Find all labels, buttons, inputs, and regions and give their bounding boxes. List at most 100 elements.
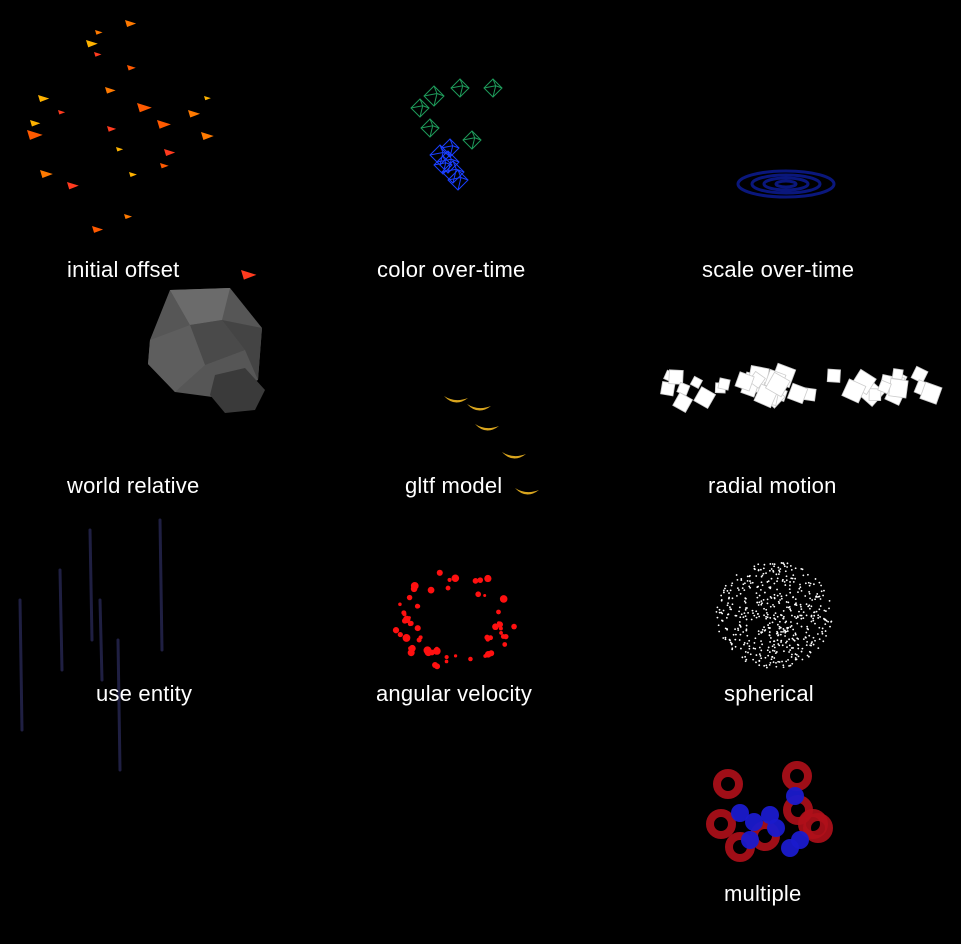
point-particle (727, 602, 729, 605)
point-particle (737, 589, 740, 591)
triangle-particle (38, 95, 50, 103)
cube-particle (841, 378, 867, 404)
dot-particle (502, 642, 508, 647)
point-particle (727, 597, 730, 600)
point-particle (789, 565, 792, 567)
dot-particle (392, 627, 400, 634)
point-particle (807, 581, 810, 584)
dot-particle (407, 616, 411, 620)
point-particle (802, 574, 805, 577)
point-particle (786, 566, 788, 568)
octahedron-particle (441, 160, 465, 184)
point-particle (788, 644, 791, 647)
point-particle (758, 664, 761, 667)
point-particles-spherical (715, 562, 833, 669)
cube-particle (689, 375, 704, 390)
triangle-particle (127, 65, 136, 71)
dot-particle (410, 585, 418, 593)
point-particle (757, 563, 760, 566)
point-particle (738, 624, 741, 626)
point-particle (810, 642, 813, 645)
point-particle (784, 584, 787, 586)
point-particle (792, 634, 795, 637)
point-particle (737, 627, 739, 630)
point-particle (785, 641, 787, 644)
point-particle (791, 614, 793, 617)
triangle-particle (30, 120, 41, 127)
triangle-particles-initial-offset (27, 20, 257, 280)
sphere-particle (761, 806, 779, 824)
dot-particle (500, 634, 506, 639)
dot-particle (423, 646, 432, 655)
point-particle (809, 582, 812, 585)
point-particle (813, 583, 815, 586)
point-particle (766, 581, 769, 583)
point-particle (771, 563, 774, 565)
label-world-relative: world relative (67, 473, 200, 498)
point-particle (729, 606, 731, 609)
point-particle (773, 643, 775, 646)
point-particle (811, 599, 814, 601)
point-particle (816, 633, 819, 635)
point-particle (773, 614, 775, 617)
demo-scale-over-time: scale over-time (640, 0, 961, 290)
banana-particle (502, 452, 526, 459)
point-particle (741, 587, 744, 590)
point-particle (735, 574, 738, 576)
point-particle (762, 567, 765, 570)
point-particle (756, 601, 758, 604)
point-particle (778, 602, 781, 605)
point-particle (792, 638, 795, 641)
point-particle (817, 614, 820, 617)
cube-particle (868, 388, 882, 401)
point-particle (776, 623, 779, 626)
point-particle (777, 573, 780, 576)
point-particle (763, 626, 765, 629)
point-particle (792, 574, 795, 577)
point-particle (763, 607, 765, 610)
point-particle (790, 621, 792, 623)
point-particle (788, 638, 791, 641)
point-particle (729, 589, 732, 592)
point-particle (819, 598, 822, 600)
point-particle (757, 604, 760, 606)
point-particle (825, 619, 828, 622)
point-particle (743, 642, 746, 644)
triangle-particle (107, 126, 117, 132)
point-particle (766, 598, 769, 601)
point-particle (798, 587, 801, 590)
triangle-particle (86, 40, 98, 48)
point-particle (758, 660, 761, 662)
ring-particles-scale-over-time (736, 169, 836, 199)
point-particle (766, 649, 769, 652)
point-particle (824, 623, 827, 626)
cube-particle (764, 371, 791, 398)
point-particle (715, 610, 718, 613)
point-particle (757, 633, 760, 635)
point-particle (774, 618, 777, 621)
point-particle (742, 631, 745, 633)
point-particle (734, 645, 737, 648)
point-particle (787, 601, 790, 604)
point-particle (780, 562, 783, 564)
point-particle (730, 642, 733, 645)
torus-particle (706, 809, 736, 839)
cube-particle (717, 377, 731, 391)
point-particle (755, 592, 758, 595)
point-particle (761, 574, 764, 577)
point-particle (757, 569, 760, 571)
point-particle (780, 614, 782, 616)
demo-world-relative: world relative (0, 280, 320, 510)
point-particle (748, 645, 751, 648)
streak-particle (98, 598, 104, 682)
point-particle (755, 610, 758, 613)
torus-particle (713, 769, 743, 799)
dot-particle (436, 569, 443, 576)
point-particle (744, 655, 747, 658)
banana-particle (444, 396, 468, 403)
point-particle (720, 599, 723, 602)
banana-particles-gltf-model (444, 396, 539, 495)
point-particle (731, 648, 734, 651)
label-angular-velocity: angular velocity (376, 681, 533, 706)
point-particle (738, 639, 741, 641)
